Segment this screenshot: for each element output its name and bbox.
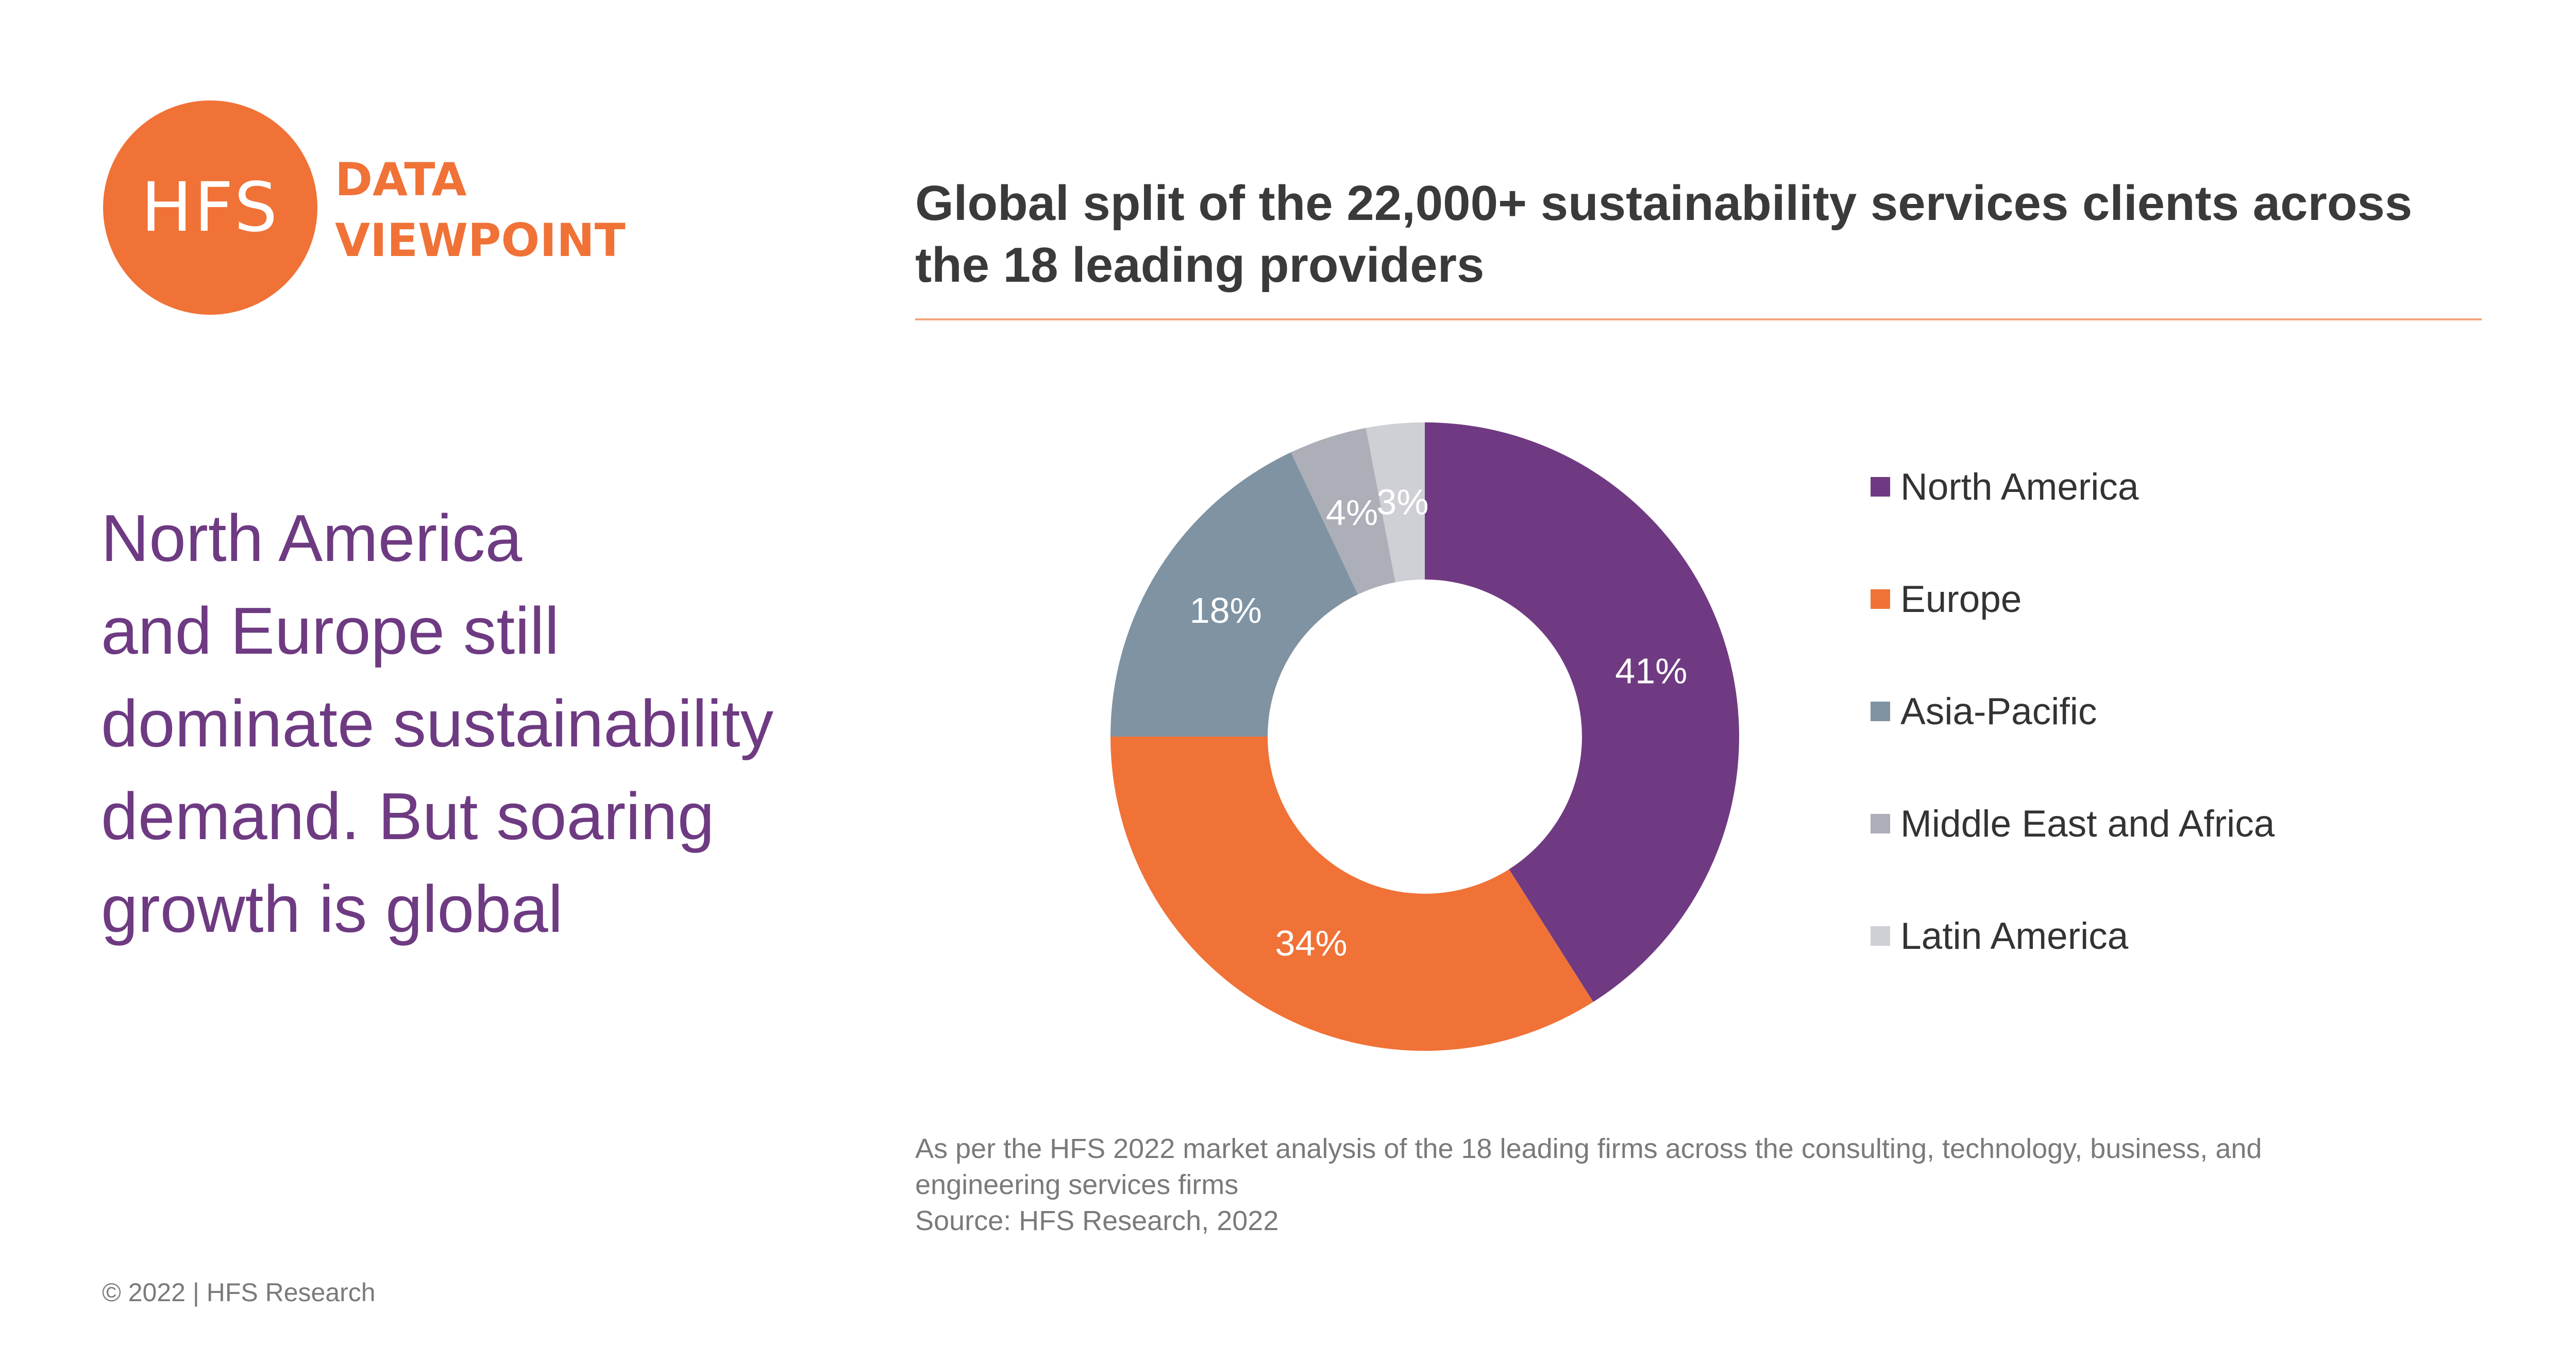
- legend-label: Middle East and Africa: [1900, 803, 2275, 845]
- legend-label: Europe: [1900, 578, 2022, 620]
- headline-line: and Europe still: [101, 594, 560, 668]
- headline-line: growth is global: [101, 872, 563, 946]
- chart-title: Global split of the 22,000+ sustainabili…: [915, 173, 2492, 296]
- slice-label-asia-pacific: 18%: [1190, 590, 1262, 631]
- footnote-line: engineering services firms: [915, 1169, 1239, 1200]
- donut-slice-latin-america: [1366, 422, 1425, 583]
- legend-item-europe: Europe: [1871, 573, 2022, 625]
- donut-slice-north-america: [1425, 422, 1740, 1002]
- slice-label-europe: 34%: [1275, 923, 1348, 963]
- headline-line: dominate sustainability: [101, 687, 774, 761]
- legend-swatch: [1871, 926, 1890, 946]
- legend-item-middle-east-africa: Middle East and Africa: [1871, 798, 2275, 849]
- slice-label-latin-america: 3%: [1376, 482, 1428, 522]
- legend-item-asia-pacific: Asia-Pacific: [1871, 686, 2097, 737]
- tagline-line-1: DATA: [335, 153, 467, 206]
- copyright: © 2022 | HFS Research: [102, 1278, 376, 1307]
- logo-text: HFS: [141, 168, 280, 247]
- headline-line: demand. But soaring: [101, 779, 715, 854]
- legend-label: North America: [1900, 466, 2139, 508]
- legend-item-latin-america: Latin America: [1871, 910, 2128, 962]
- legend-item-north-america: North America: [1871, 461, 2139, 513]
- legend-label: Asia-Pacific: [1900, 690, 2097, 732]
- footnote-line: As per the HFS 2022 market analysis of t…: [915, 1133, 2262, 1164]
- footnote: As per the HFS 2022 market analysis of t…: [915, 1131, 2513, 1239]
- legend-label: Latin America: [1900, 915, 2129, 957]
- legend-swatch: [1871, 477, 1890, 497]
- donut-slice-europe: [1110, 737, 1593, 1051]
- slice-label-middle-east-africa: 4%: [1326, 492, 1378, 533]
- donut-slice-middle-east-africa: [1291, 428, 1395, 595]
- legend-swatch: [1871, 589, 1890, 609]
- footnote-line: Source: HFS Research, 2022: [915, 1205, 1279, 1236]
- title-divider: [915, 318, 2482, 320]
- headline-line: North America: [101, 501, 523, 575]
- slice-label-north-america: 41%: [1615, 651, 1687, 691]
- donut-slice-asia-pacific: [1110, 452, 1358, 737]
- logo-tagline: DATA VIEWPOINT: [335, 149, 626, 271]
- legend-swatch: [1871, 814, 1890, 833]
- chart-title-line: the 18 leading providers: [915, 237, 1485, 293]
- legend-swatch: [1871, 702, 1890, 721]
- hfs-logo: HFS: [103, 100, 317, 315]
- chart-title-line: Global split of the 22,000+ sustainabili…: [915, 176, 2413, 231]
- tagline-line-2: VIEWPOINT: [335, 214, 626, 267]
- headline: North America and Europe still dominate …: [101, 492, 905, 956]
